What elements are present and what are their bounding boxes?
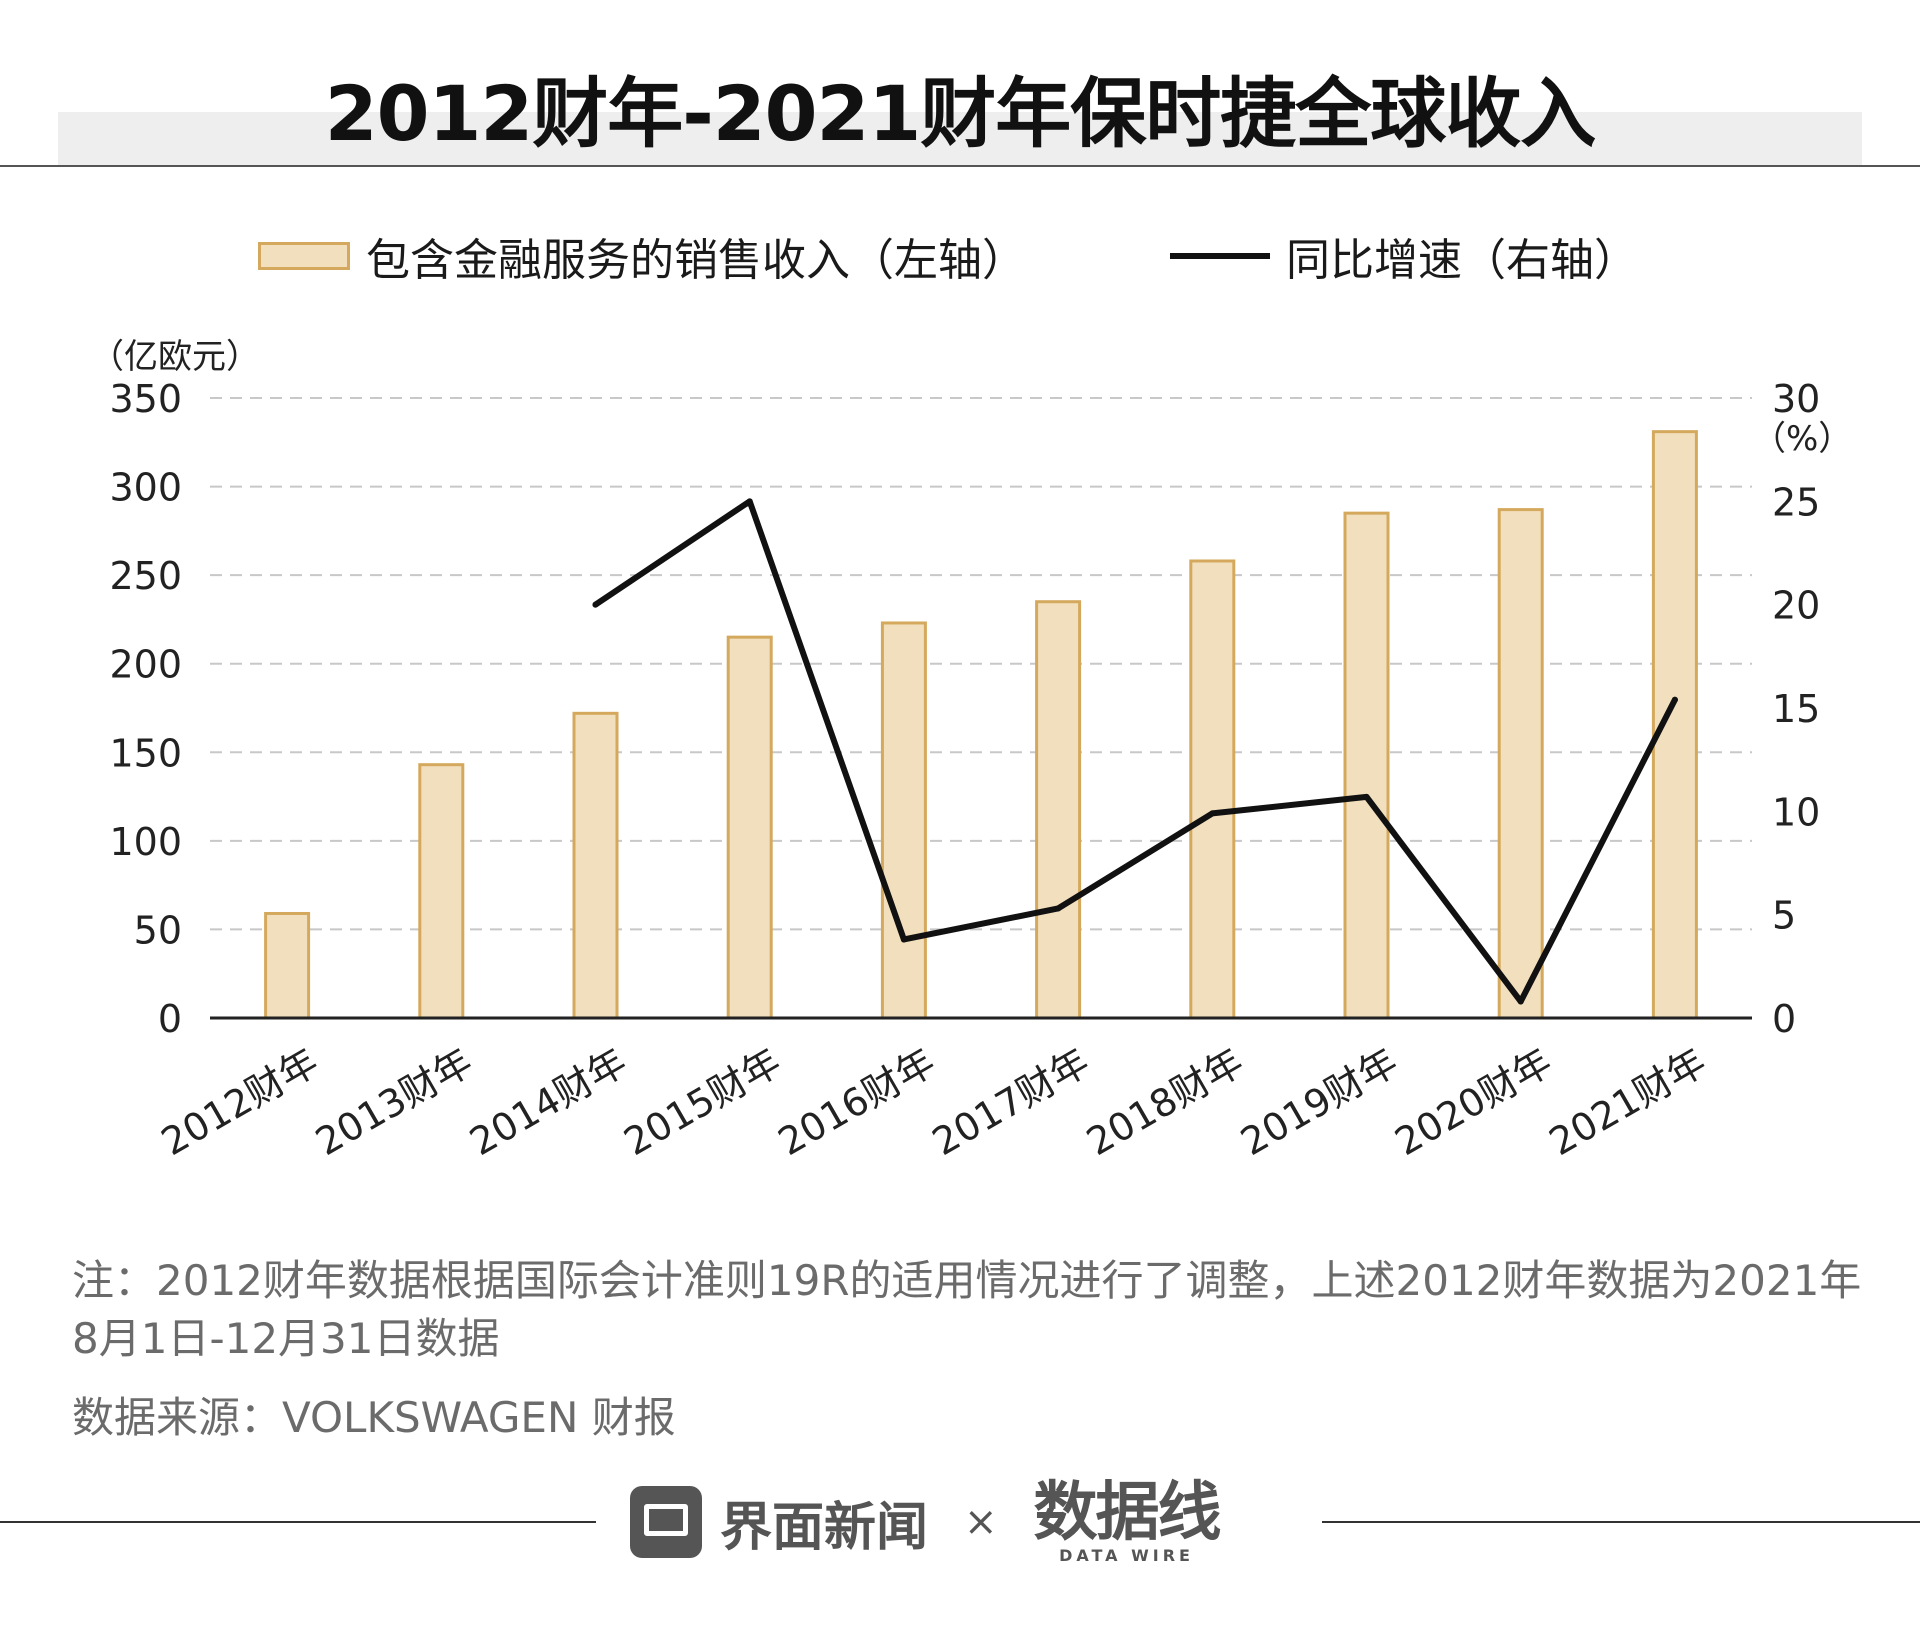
- growth-point: [592, 601, 599, 608]
- footer-times: ×: [964, 1499, 998, 1545]
- left-tick-label: 350: [109, 377, 182, 421]
- bar: [1343, 511, 1390, 1020]
- chart-note: 注：2012财年数据根据国际会计准则19R的适用情况进行了调整，上述2012财年…: [72, 1256, 1862, 1363]
- legend-swatch-bar: [258, 242, 350, 270]
- legend-item-growth: 同比增速（右轴）: [1170, 226, 1638, 286]
- partner-logo-sub: DATA WIRE: [1059, 1545, 1194, 1565]
- growth-point: [1055, 905, 1062, 912]
- right-tick-label: 30: [1772, 377, 1820, 421]
- growth-point: [1363, 793, 1370, 800]
- x-tick-label: 2019财年: [1233, 1040, 1405, 1164]
- growth-point: [746, 498, 753, 505]
- footer-brand: 界面新闻 × 数据线 DATA WIRE: [630, 1480, 1222, 1565]
- x-tick-label: 2016财年: [771, 1040, 943, 1164]
- right-tick-label: 25: [1772, 480, 1820, 524]
- title-rule: [0, 165, 1920, 167]
- chart-source: 数据来源：VOLKSWAGEN 财报: [72, 1393, 676, 1442]
- bar: [1189, 559, 1236, 1020]
- brand-name: 界面新闻: [720, 1497, 929, 1558]
- legend-item-revenue: 包含金融服务的销售收入（左轴）: [258, 226, 1026, 286]
- growth-point: [900, 936, 907, 943]
- footer-rule-left: [0, 1521, 596, 1523]
- right-axis-unit: （%）: [1752, 419, 1852, 459]
- legend-label-growth: 同比增速（右轴）: [1286, 235, 1638, 286]
- bar: [1497, 508, 1544, 1020]
- left-tick-label: 0: [158, 997, 182, 1041]
- left-tick-label: 250: [109, 554, 182, 598]
- x-tick-label: 2020财年: [1388, 1040, 1560, 1164]
- left-tick-label: 300: [109, 466, 182, 510]
- x-tick-label: 2017财年: [925, 1040, 1097, 1164]
- left-tick-label: 100: [109, 820, 182, 864]
- left-tick-label: 200: [109, 643, 182, 687]
- x-tick-label: 2012财年: [154, 1040, 326, 1164]
- left-tick-label: 50: [134, 908, 182, 952]
- x-tick-label: 2013财年: [308, 1040, 480, 1164]
- x-tick-label: 2021财年: [1542, 1040, 1714, 1164]
- bar: [264, 911, 311, 1020]
- legend-swatch-line: [1170, 253, 1270, 259]
- bar: [726, 635, 773, 1020]
- partner-logo-mark: 数据线: [1033, 1475, 1222, 1550]
- x-tick-label: 2018财年: [1079, 1040, 1251, 1164]
- x-tick-label: 2014财年: [462, 1040, 634, 1164]
- bar: [1035, 600, 1082, 1020]
- left-tick-label: 150: [109, 731, 182, 775]
- right-tick-label: 5: [1772, 894, 1796, 938]
- bar: [418, 763, 465, 1020]
- right-tick-label: 0: [1772, 997, 1796, 1041]
- left-axis-unit: （亿欧元）: [90, 337, 260, 377]
- x-tick-label: 2015财年: [617, 1040, 789, 1164]
- growth-point: [1517, 998, 1524, 1005]
- growth-line: [592, 498, 1678, 1005]
- bar: [572, 711, 619, 1020]
- brand-logo-icon: [630, 1486, 702, 1558]
- growth-point: [1209, 810, 1216, 817]
- bar: [880, 621, 927, 1020]
- title-band: [58, 112, 1862, 166]
- partner-logo: 数据线 DATA WIRE: [1033, 1475, 1222, 1565]
- bar: [1651, 430, 1698, 1020]
- right-tick-label: 20: [1772, 584, 1820, 628]
- chart-title: 2012财年-2021财年保时捷全球收入: [324, 69, 1597, 158]
- right-tick-label: 10: [1772, 790, 1820, 834]
- legend: 包含金融服务的销售收入（左轴） 同比增速（右轴）: [0, 226, 1920, 286]
- legend-label-revenue: 包含金融服务的销售收入（左轴）: [366, 235, 1026, 286]
- right-tick-label: 15: [1772, 687, 1820, 731]
- footer-rule-right: [1322, 1521, 1920, 1523]
- growth-point: [1671, 696, 1678, 703]
